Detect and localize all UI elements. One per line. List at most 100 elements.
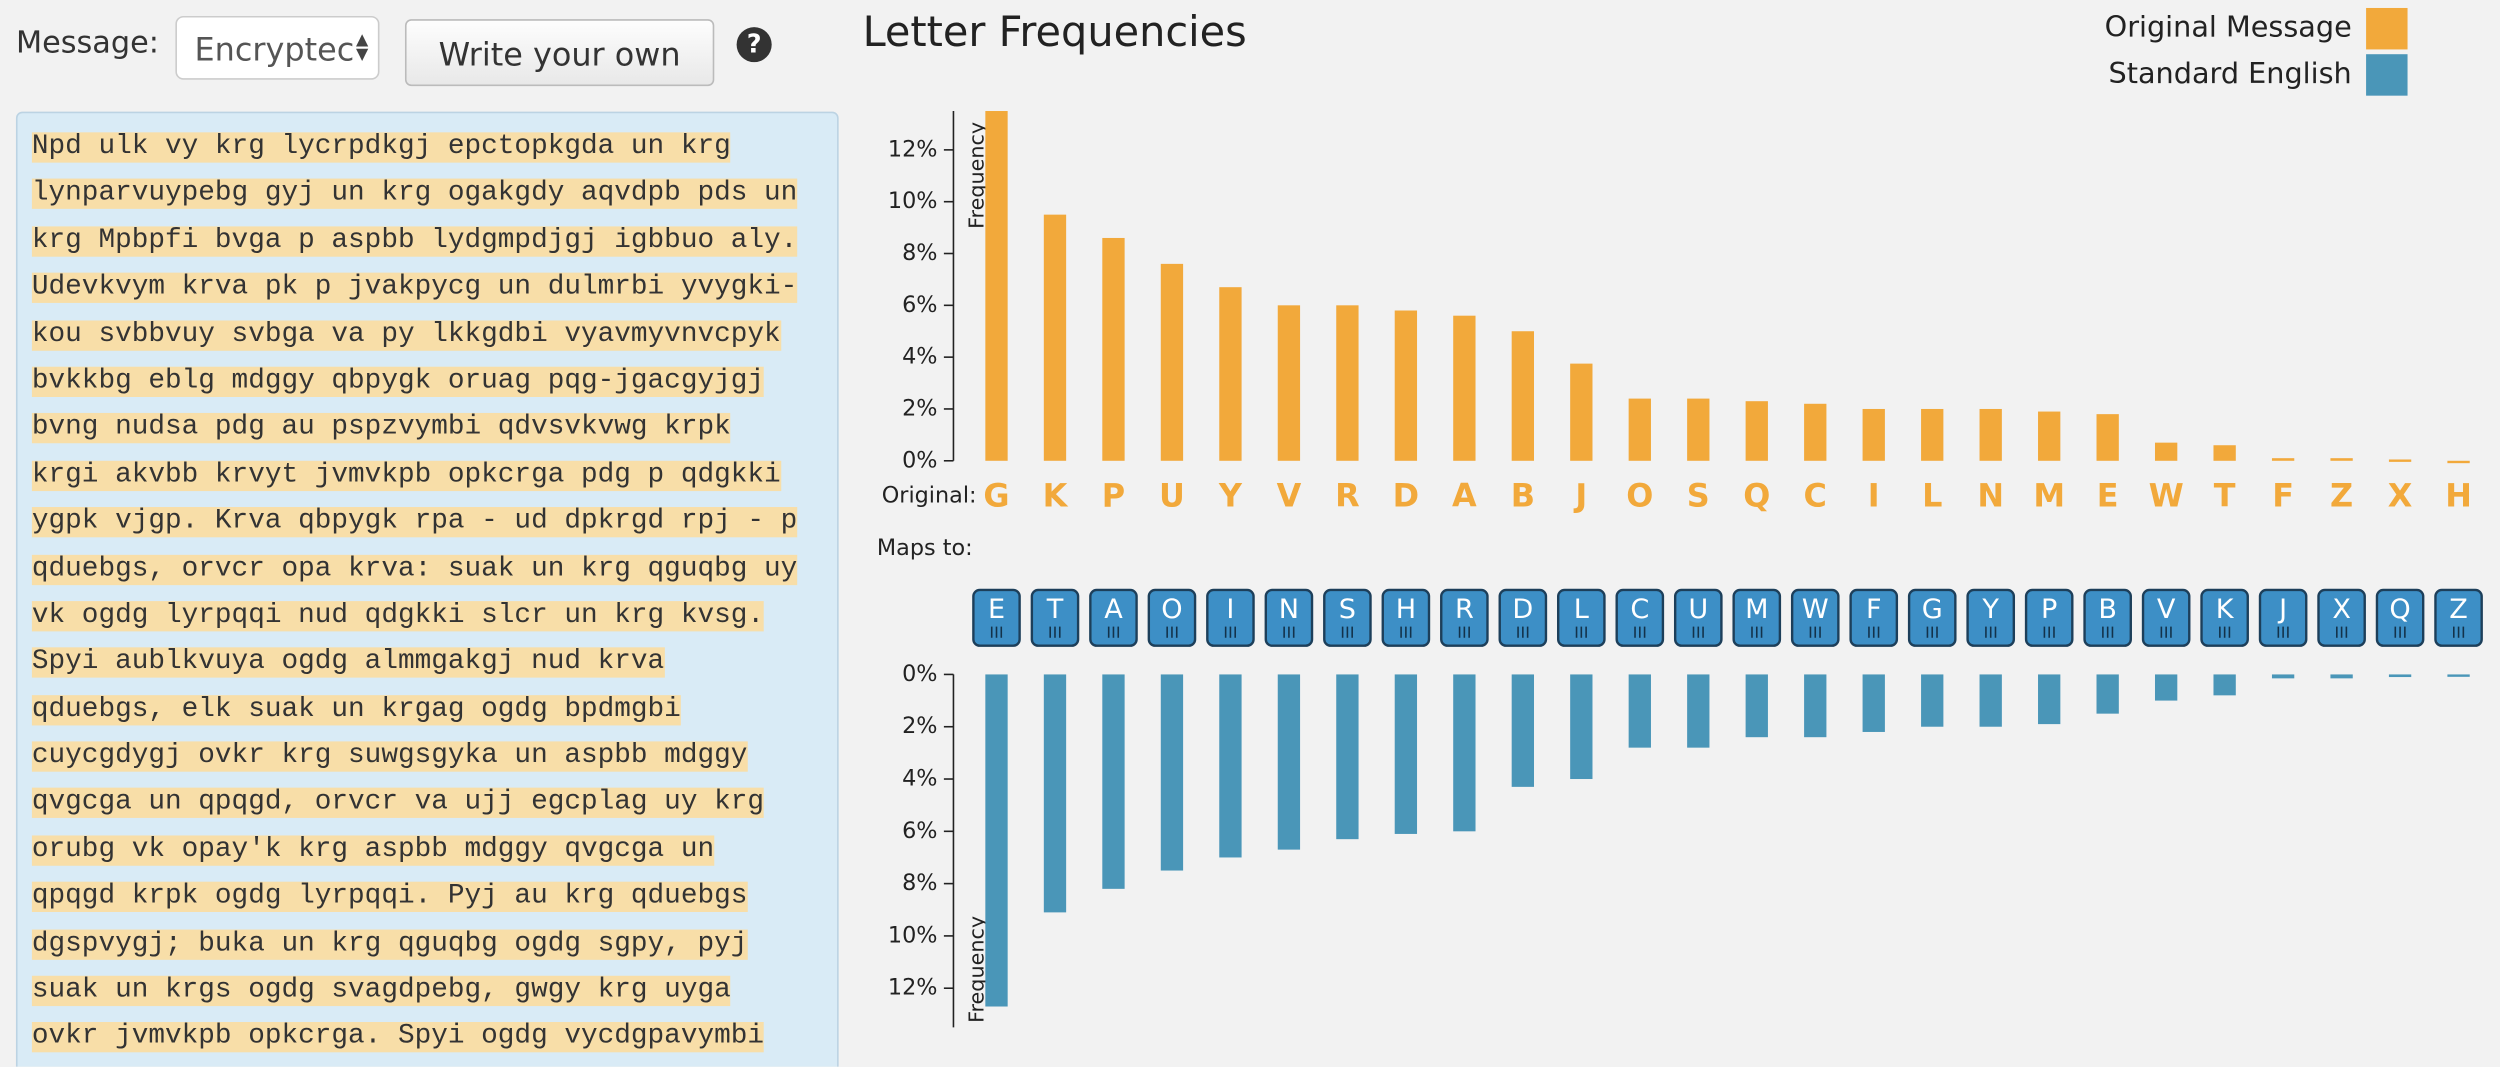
letter-tile[interactable]: G	[1907, 588, 1957, 647]
letter-tile[interactable]: J	[2258, 588, 2308, 647]
bar	[2388, 674, 2412, 678]
bar	[1277, 305, 1301, 461]
bar	[1979, 674, 2002, 727]
bar	[1511, 674, 1535, 787]
letter-tile[interactable]: N	[1264, 588, 1314, 647]
letter-tile[interactable]: Q	[2375, 588, 2425, 647]
letter-tile[interactable]: W	[1790, 588, 1840, 647]
x-tick-label: A	[1452, 476, 1477, 514]
tile	[2141, 588, 2191, 647]
bar	[2096, 414, 2119, 461]
bar	[1862, 408, 1885, 461]
bar	[1043, 214, 1067, 461]
bar	[1336, 305, 1359, 461]
text-line: lynparvuypebg gyj un krg ogakgdy aqvdpb …	[31, 178, 837, 225]
x-tick-label: C	[1804, 476, 1827, 514]
bar	[1687, 674, 1710, 748]
text-line-content: ovkr jvmvkpb opkcrga. Spyi ogdg vycdgpav…	[31, 1022, 765, 1053]
bar	[1219, 674, 1242, 858]
letter-tile[interactable]: U	[1673, 588, 1723, 647]
y-axis-label: Frequency	[964, 122, 988, 229]
letter-tile[interactable]: D	[1498, 588, 1548, 647]
text-line: bvkkbg eblg mdggy qbpygk oruag pqg-jgacg…	[31, 365, 837, 412]
text-line: orubg vk opay'k krg aspbb mdggy qvgcga u…	[31, 834, 837, 881]
bar	[1102, 674, 1125, 889]
x-tick-label: U	[1159, 476, 1185, 514]
x-tick-label: L	[1922, 476, 1942, 514]
tile-letter: B	[2098, 594, 2117, 625]
text-line-content: cuycgdygj ovkr krg suwgsgyka un aspbb md…	[31, 741, 748, 772]
tile-letter: O	[1161, 594, 1182, 625]
y-tick-label: 10%	[888, 188, 938, 214]
letter-tile[interactable]: X	[2317, 588, 2366, 647]
message-label: Message:	[15, 25, 159, 61]
tile-letter: E	[988, 594, 1005, 625]
tile	[1907, 588, 1957, 647]
bar	[1394, 674, 1418, 834]
x-tick-label: O	[1626, 476, 1653, 514]
tile-letter: K	[2216, 594, 2235, 625]
text-line: suak un krgs ogdg svagdpebg, gwgy krg uy…	[31, 974, 837, 1021]
y-tick-label: 6%	[902, 818, 937, 844]
message-select[interactable]: Encryptec ▲ ▼	[175, 15, 380, 80]
text-line-content: kou svbbvuy svbga va py lkkgdbi vyavmyvn…	[31, 319, 781, 351]
y-tick-label: 0%	[902, 661, 937, 687]
select-value: Encryptec	[194, 30, 355, 69]
letter-tile[interactable]: V	[2141, 588, 2191, 647]
letter-tile[interactable]: R	[1440, 588, 1489, 647]
tile	[1849, 588, 1899, 647]
letter-tile[interactable]: M	[1732, 588, 1782, 647]
letter-tile[interactable]: S	[1323, 588, 1372, 647]
x-tick-label: S	[1687, 476, 1710, 514]
text-line: ygpk vjgp. Krva qbpygk rpa - ud dpkrgd r…	[31, 506, 837, 553]
letter-tile[interactable]: C	[1615, 588, 1665, 647]
bar	[1628, 674, 1651, 748]
bar	[1453, 315, 1476, 461]
bar	[1511, 331, 1535, 461]
tile-letter: S	[1339, 594, 1356, 625]
letter-tile[interactable]: P	[2024, 588, 2074, 647]
tile	[2083, 588, 2132, 647]
row-label: Original:	[882, 482, 977, 508]
letter-tile[interactable]: Z	[2434, 588, 2483, 647]
letter-tile[interactable]: L	[1557, 588, 1606, 647]
y-tick-label: 6%	[902, 292, 937, 318]
letter-tile[interactable]: A	[1089, 588, 1138, 647]
y-tick-label: 8%	[902, 240, 937, 266]
tile-letter: P	[2041, 594, 2057, 625]
tile	[1732, 588, 1782, 647]
letter-tile[interactable]: T	[1030, 588, 1080, 647]
x-tick-label: T	[2214, 476, 2236, 514]
text-line: bvng nudsa pdg au pspzvymbi qdvsvkvwg kr…	[31, 412, 837, 459]
text-line-content: bvkkbg eblg mdggy qbpygk oruag pqg-jgacg…	[31, 366, 765, 397]
letter-tile[interactable]: H	[1381, 588, 1431, 647]
letter-tile[interactable]: F	[1849, 588, 1899, 647]
tile-letter: F	[1866, 594, 1882, 625]
text-line-content: dgspvygj; buka un krg qguqbg ogdg sgpy, …	[31, 928, 748, 960]
letter-tile[interactable]: O	[1147, 588, 1197, 647]
letter-tile[interactable]: K	[2200, 588, 2249, 647]
y-tick-label: 12%	[888, 136, 938, 162]
tile-letter: I	[1226, 594, 1234, 625]
help-icon[interactable]: ?	[736, 27, 772, 63]
bar	[2213, 674, 2236, 696]
tile	[2434, 588, 2483, 647]
message-text: Npd ulk vy krg lycrpdkgj epctopkgda un k…	[15, 111, 839, 1067]
tile	[1381, 588, 1431, 647]
x-tick-label: K	[1043, 476, 1069, 514]
bar	[2154, 674, 2178, 701]
letter-tile[interactable]: B	[2083, 588, 2132, 647]
bar	[2038, 411, 2061, 461]
letter-tile[interactable]: E	[972, 588, 1021, 647]
tile-letter: N	[1279, 594, 1299, 625]
tile	[1615, 588, 1665, 647]
letter-tile[interactable]: Y	[1966, 588, 2016, 647]
bar	[2388, 459, 2412, 462]
letter-tile[interactable]: I	[1206, 588, 1255, 647]
write-button[interactable]: Write your own	[404, 19, 715, 87]
legend-swatch	[2366, 54, 2408, 96]
text-line: Spyi aublkvuya ogdg almmgakgj nud krva	[31, 646, 837, 693]
bar	[1336, 674, 1359, 840]
y-tick-label: 12%	[888, 975, 938, 1001]
